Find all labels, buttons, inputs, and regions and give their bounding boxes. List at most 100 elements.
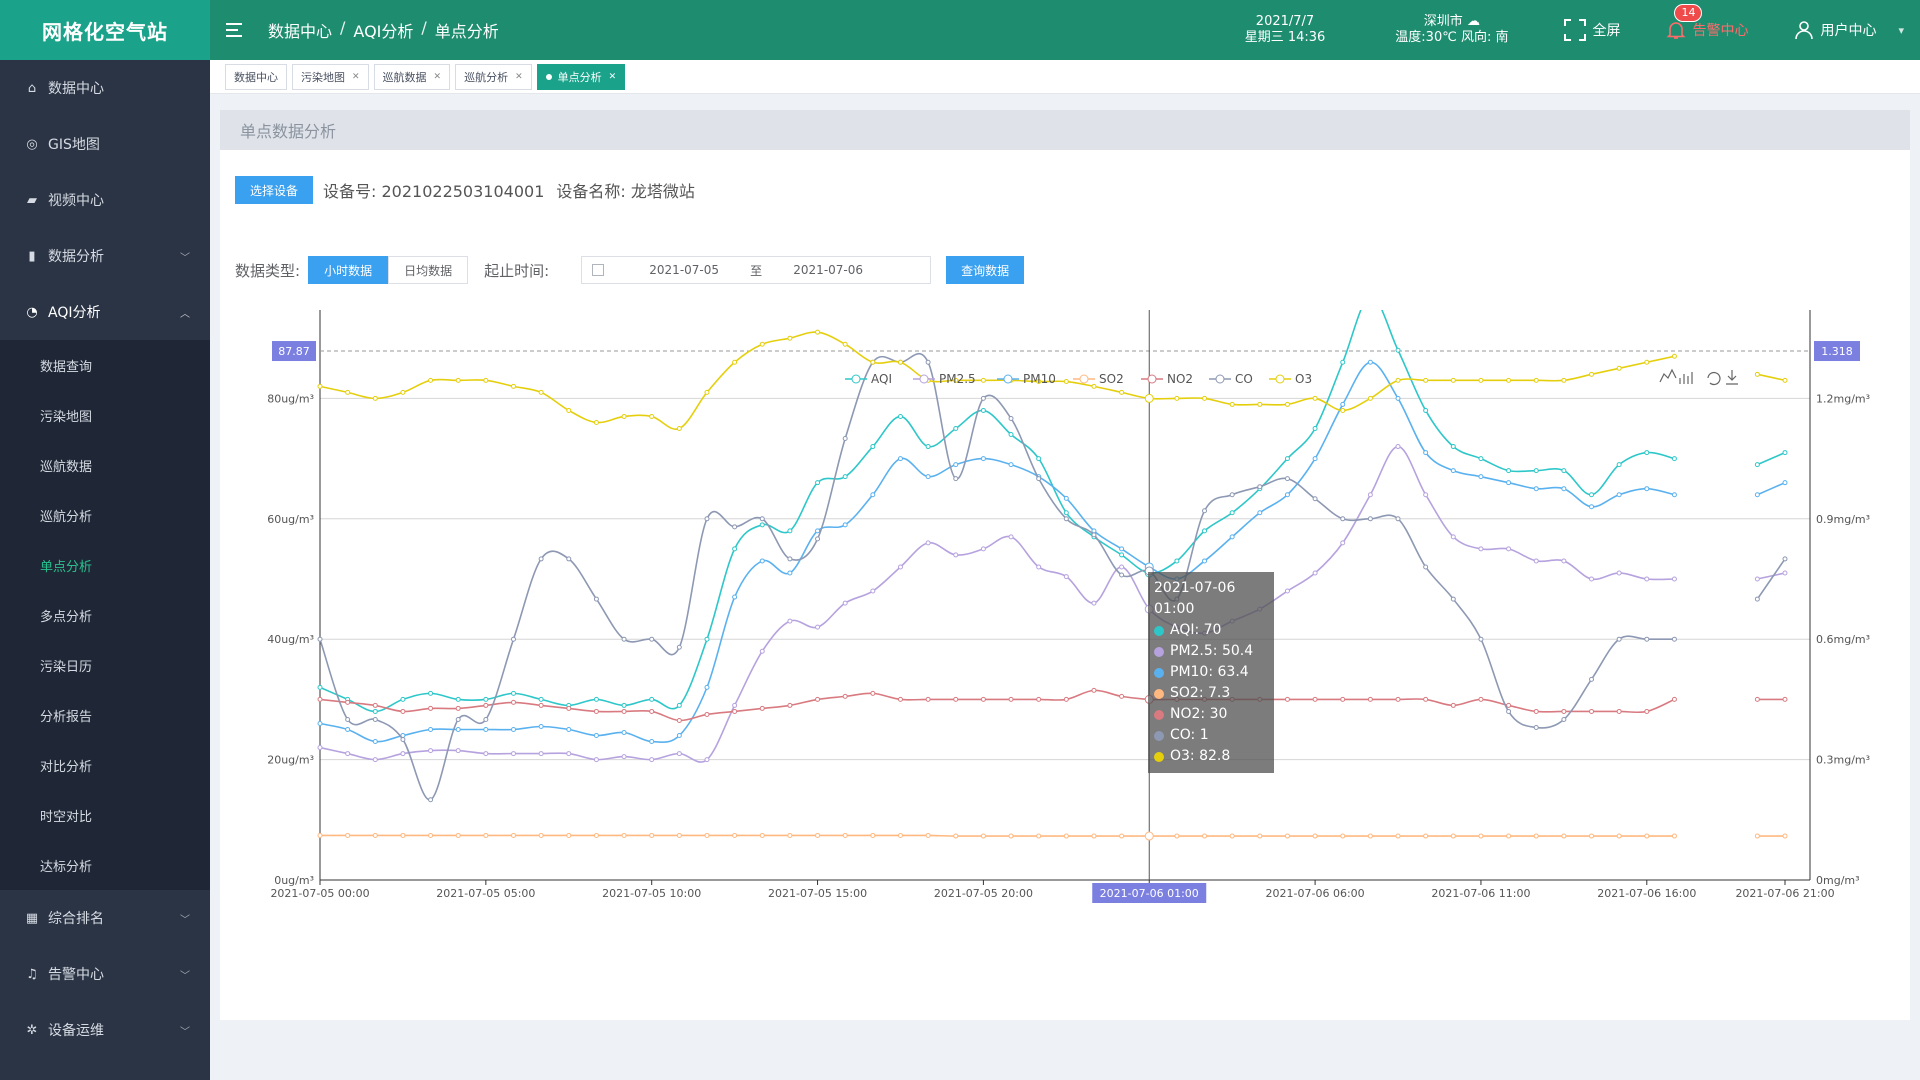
tab-label: 污染地图 [301,70,345,84]
data-point [1229,833,1235,839]
sidebar-item-ranking[interactable]: ▦ 综合排名 ﹀ [0,890,210,946]
data-point [676,644,682,650]
data-point [1782,833,1788,839]
data-point [455,377,461,383]
alarm-count-badge: 14 [1674,4,1703,22]
breadcrumb-item[interactable]: AQI分析 [353,22,414,41]
submenu-item[interactable]: 对比分析 [40,759,93,775]
x-tick-label: 2021-07-06 11:00 [1431,887,1530,900]
data-point [1589,708,1595,714]
data-point [842,341,848,347]
device-number: 设备号: 2021022503104001 [323,182,545,201]
pollutant-line-chart[interactable]: 0ug/m³20ug/m³40ug/m³60ug/m³80ug/m³100ug/… [220,310,1910,1020]
submenu-item[interactable]: 巡航数据 [40,459,93,475]
close-icon[interactable]: ✕ [515,71,523,82]
submenu-item[interactable]: 数据查询 [40,359,93,375]
tab-cruise-data[interactable]: 巡航数据 ✕ [373,63,451,90]
data-point [400,696,406,702]
breadcrumb-item[interactable]: 数据中心 [268,22,333,41]
data-point [1257,833,1263,839]
data-point [1284,696,1290,702]
y-right-tick-label: 0mg/m³ [1816,874,1860,887]
submenu-item[interactable]: 巡航分析 [40,509,93,525]
chevron-up-icon: ︿ [180,308,190,320]
tooltip-row: PM10: 63.4 [1170,664,1249,680]
legend-item[interactable]: NO2 [1141,372,1193,386]
submenu-item[interactable]: 多点分析 [40,609,93,625]
data-point [759,705,765,711]
legend-item[interactable]: CO [1209,372,1253,386]
legend-swatch-icon [1154,625,1164,636]
sidebar-item-gis[interactable]: ◎ GIS地图 [0,116,210,172]
series-line-o3 [319,331,1675,431]
data-point [1229,401,1235,407]
app-title: 网格化空气站 [42,19,168,44]
legend-item[interactable]: O3 [1269,372,1312,386]
data-point [483,696,489,702]
data-point [787,618,793,624]
sidebar-item-video[interactable]: ▰ 视频中心 [0,172,210,228]
data-point [400,737,406,743]
submenu-item[interactable]: 污染地图 [40,409,93,425]
submenu-item[interactable]: 污染日历 [40,659,93,675]
download-icon[interactable] [1726,370,1738,385]
data-point [980,395,986,401]
tab-data-center[interactable]: 数据中心 [225,63,287,90]
date-range-picker[interactable]: 2021-07-05 至 2021-07-06 [581,256,932,284]
submenu-item[interactable]: 时空对比 [40,809,93,825]
user-center-button[interactable]: 用户中心 [1794,20,1876,40]
legend-item[interactable]: SO2 [1073,372,1124,386]
legend-item[interactable]: AQI [845,372,892,386]
data-point [1589,504,1595,510]
data-point [1174,558,1180,564]
hourly-data-button[interactable]: 小时数据 [308,256,389,284]
data-point [1478,474,1484,480]
data-point [1754,492,1760,498]
alarm-center-button[interactable]: 14 告警中心 [1666,4,1748,40]
legend-item[interactable]: PM10 [997,372,1056,386]
chevron-down-icon[interactable]: ▾ [1898,23,1904,37]
data-point [317,696,323,702]
menu-toggle-icon[interactable] [226,18,250,42]
bar-chart-icon[interactable] [1679,372,1693,384]
tab-cruise-analysis[interactable]: 巡航分析 ✕ [455,63,532,90]
start-date-input[interactable]: 2021-07-05 [649,263,720,277]
refresh-icon[interactable] [1707,371,1721,386]
end-date-input[interactable]: 2021-07-06 [793,263,864,277]
data-point [483,727,489,732]
tab-single-point[interactable]: 单点分析 ✕ [536,63,626,90]
daily-data-button[interactable]: 日均数据 [388,256,469,284]
data-point [1395,696,1401,702]
sidebar-item-data-analysis[interactable]: ▮ 数据分析 ﹀ [0,228,210,284]
close-icon[interactable]: ✕ [352,71,360,82]
legend-swatch-icon [1154,646,1164,657]
data-point [1478,377,1484,383]
close-icon[interactable]: ✕ [608,71,617,82]
data-point [815,624,821,630]
line-chart-icon[interactable] [1659,368,1677,383]
data-point [1091,528,1097,534]
tabs-bar: 数据中心 污染地图 ✕ 巡航数据 ✕ 巡航分析 ✕ 单点分析 ✕ [210,60,1920,94]
data-point [1340,540,1346,546]
close-icon[interactable]: ✕ [433,71,442,82]
data-point [1063,696,1069,702]
submenu-item[interactable]: 分析报告 [40,709,93,725]
select-device-button[interactable]: 选择设备 [235,176,314,204]
query-data-button[interactable]: 查询数据 [946,256,1025,284]
tab-pollution-map[interactable]: 污染地图 ✕ [292,63,369,90]
data-point [704,684,710,690]
sidebar-item-data-center[interactable]: ⌂ 数据中心 [0,60,210,116]
sidebar-item-alarm[interactable]: ♫ 告警中心 ﹀ [0,946,210,1002]
data-point [1063,574,1069,580]
data-point [538,751,544,757]
submenu-item[interactable]: 达标分析 [40,859,93,875]
data-point [1450,702,1456,708]
data-point [1616,636,1622,642]
sidebar-item-aqi[interactable]: ◔ AQI分析 ︿ [0,284,210,340]
sidebar-item-device-ops[interactable]: ✲ 设备运维 ﹀ [0,1002,210,1058]
legend-item[interactable]: PM2.5 [913,372,976,386]
data-point [1671,696,1677,702]
submenu-item-active[interactable]: 单点分析 [40,559,93,575]
data-point [1561,716,1567,722]
fullscreen-button[interactable]: 全屏 [1564,19,1620,41]
